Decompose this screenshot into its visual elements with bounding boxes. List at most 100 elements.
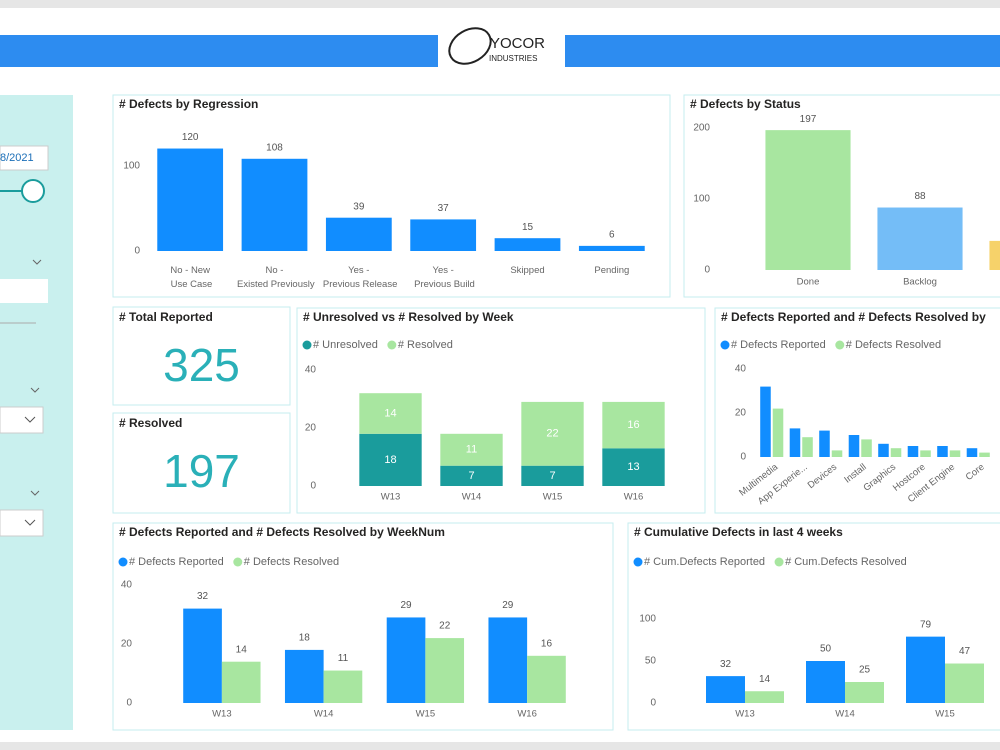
bar [386, 617, 426, 703]
bar [527, 655, 566, 703]
y-tick-label: 0 [650, 698, 656, 709]
chevron[interactable] [32, 259, 42, 265]
bar [765, 130, 851, 270]
y-tick-label: 100 [123, 160, 140, 171]
bar [157, 148, 224, 251]
bar [949, 450, 961, 457]
data-label: 25 [859, 665, 871, 676]
y-tick-label: 100 [693, 194, 710, 205]
bar [845, 682, 884, 703]
bar [802, 437, 813, 457]
bar [979, 452, 990, 457]
y-tick-label: 0 [310, 481, 316, 492]
x-tick-label: W14 [835, 709, 855, 720]
bar [410, 219, 477, 251]
data-label: 29 [502, 600, 514, 611]
x-tick-label: Yes - Previous Release [320, 265, 397, 290]
x-tick-label: W16 [624, 492, 644, 503]
chart-title: # Defects by Status [690, 97, 801, 111]
legend-label: # Unresolved [313, 339, 378, 351]
bar [789, 428, 801, 457]
card-title: # Total Reported [119, 310, 213, 324]
logo-name: YOCOR [490, 35, 545, 52]
x-tick-label: Skipped [510, 265, 544, 276]
x-tick-label: W15 [416, 709, 436, 720]
legend-label: # Defects Reported [731, 339, 826, 351]
x-tick-label: W13 [212, 709, 232, 720]
bar-segment [602, 401, 665, 449]
dropdown[interactable] [0, 509, 44, 537]
bar [494, 238, 561, 251]
slider-handle[interactable] [21, 179, 45, 203]
data-label: 37 [438, 203, 450, 214]
data-label: 22 [439, 621, 451, 632]
dropdown-arrow [24, 416, 36, 423]
card-value: 325 [163, 339, 240, 391]
data-label: 7 [468, 470, 474, 482]
bar [920, 450, 931, 457]
legend-label: # Cum.Defects Reported [644, 556, 765, 568]
legend-label: # Defects Resolved [244, 556, 339, 568]
x-tick-label: Backlog [903, 277, 937, 288]
bar [806, 661, 845, 703]
data-label: 14 [236, 644, 248, 655]
card-title: # Resolved [119, 416, 182, 430]
bar-segment [521, 465, 584, 486]
y-tick-label: 20 [305, 423, 317, 434]
y-tick-label: 0 [704, 265, 710, 276]
y-tick-label: 0 [740, 452, 746, 463]
bar [284, 649, 324, 703]
card-value: 197 [163, 445, 240, 497]
x-tick-label: W15 [935, 709, 955, 720]
legend-label: # Defects Resolved [846, 339, 941, 351]
x-tick-label: Done [797, 277, 820, 288]
chevron[interactable] [30, 490, 40, 496]
chart: # Defects Reported and # Defects Resolve… [112, 522, 614, 731]
data-label: 32 [197, 591, 209, 602]
chart-title: # Defects Reported and # Defects Resolve… [721, 310, 986, 324]
bar [877, 207, 963, 270]
bar [966, 448, 978, 457]
bar-segment [440, 465, 503, 486]
chart-title: # Unresolved vs # Resolved by Week [303, 310, 514, 324]
bar [772, 408, 784, 457]
data-label: 15 [522, 222, 534, 233]
data-label: 22 [546, 428, 558, 440]
x-tick-label: W13 [381, 492, 401, 503]
bar [937, 446, 948, 457]
chart-title: # Cumulative Defects in last 4 weeks [634, 525, 843, 539]
x-tick-label: No - Existed Previously [234, 265, 315, 290]
chart: # Defects by Status 0 100 200 Done Backlog 197… [683, 94, 1000, 298]
y-tick-label: 40 [735, 364, 747, 375]
chart-title: # Defects Reported and # Defects Resolve… [119, 525, 445, 539]
legend-label: # Defects Reported [129, 556, 224, 568]
card-panel [112, 412, 291, 514]
logo-swoosh [448, 27, 492, 65]
data-label: 6 [609, 230, 615, 241]
data-label: 108 [266, 142, 283, 153]
bar [760, 386, 771, 457]
data-label: 16 [541, 638, 553, 649]
chart: # Defects by Regression 0 100 No - New Use … [112, 94, 671, 298]
bar [890, 448, 902, 457]
x-tick-label: W15 [543, 492, 563, 503]
bar-segment [440, 433, 503, 466]
data-label: 13 [627, 461, 639, 473]
data-label: 14 [759, 674, 771, 685]
x-tick-label: Yes - Previous Build [411, 265, 474, 290]
filter-box[interactable] [0, 279, 48, 303]
logo: YOCOR INDUSTRIES [448, 27, 545, 65]
bar [221, 661, 261, 703]
bottom-frame [0, 742, 1000, 750]
chart: # Cumulative Defects in last 4 weeks # Cu… [627, 522, 1000, 731]
card-panel [112, 306, 291, 406]
legend-marker [302, 340, 312, 350]
chevron[interactable] [30, 387, 40, 393]
dropdown[interactable] [0, 406, 44, 434]
date-box [0, 145, 49, 171]
legend-marker [387, 340, 397, 350]
bar-segment [521, 401, 584, 466]
x-tick-label: W14 [314, 709, 334, 720]
x-tick-label: W13 [735, 709, 755, 720]
